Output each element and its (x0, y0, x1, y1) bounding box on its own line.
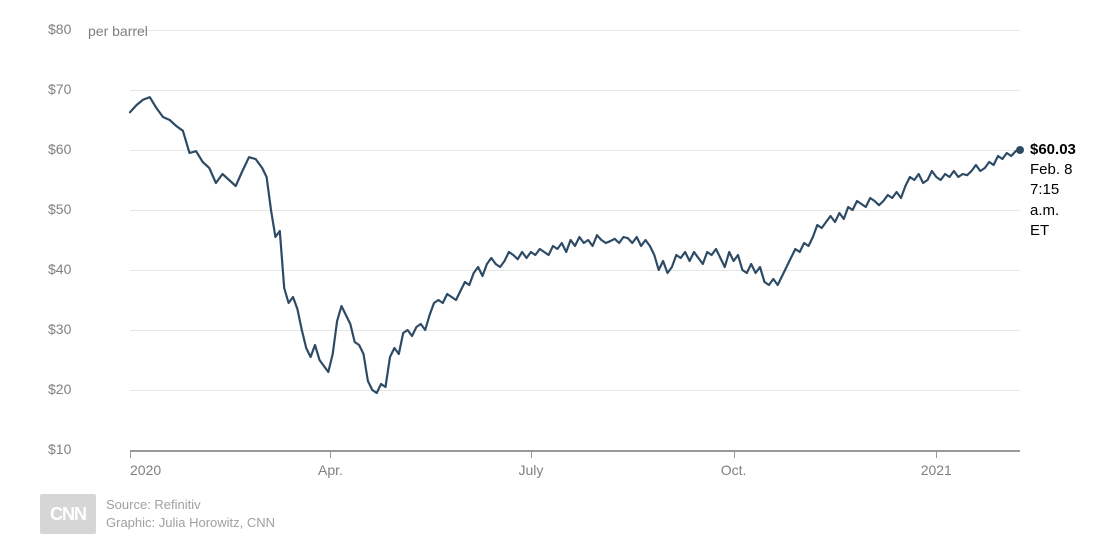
chart-container: $80$70$60$50$40$30$20$10 per barrel 2020… (40, 10, 1070, 470)
annotation-date: Feb. 8 (1030, 160, 1076, 180)
chart-footer: CNN Source: Refinitiv Graphic: Julia Hor… (40, 494, 275, 534)
annotation-time: 7:15 a.m. ET (1030, 180, 1076, 241)
end-annotation: $60.03 Feb. 8 7:15 a.m. ET (1030, 140, 1076, 241)
annotation-value: $60.03 (1030, 140, 1076, 160)
footer-source: Source: Refinitiv (106, 496, 275, 514)
cnn-logo: CNN (40, 494, 96, 534)
footer-text: Source: Refinitiv Graphic: Julia Horowit… (106, 496, 275, 532)
price-line (40, 10, 1060, 470)
line-end-dot (1016, 146, 1024, 154)
footer-credit: Graphic: Julia Horowitz, CNN (106, 514, 275, 532)
